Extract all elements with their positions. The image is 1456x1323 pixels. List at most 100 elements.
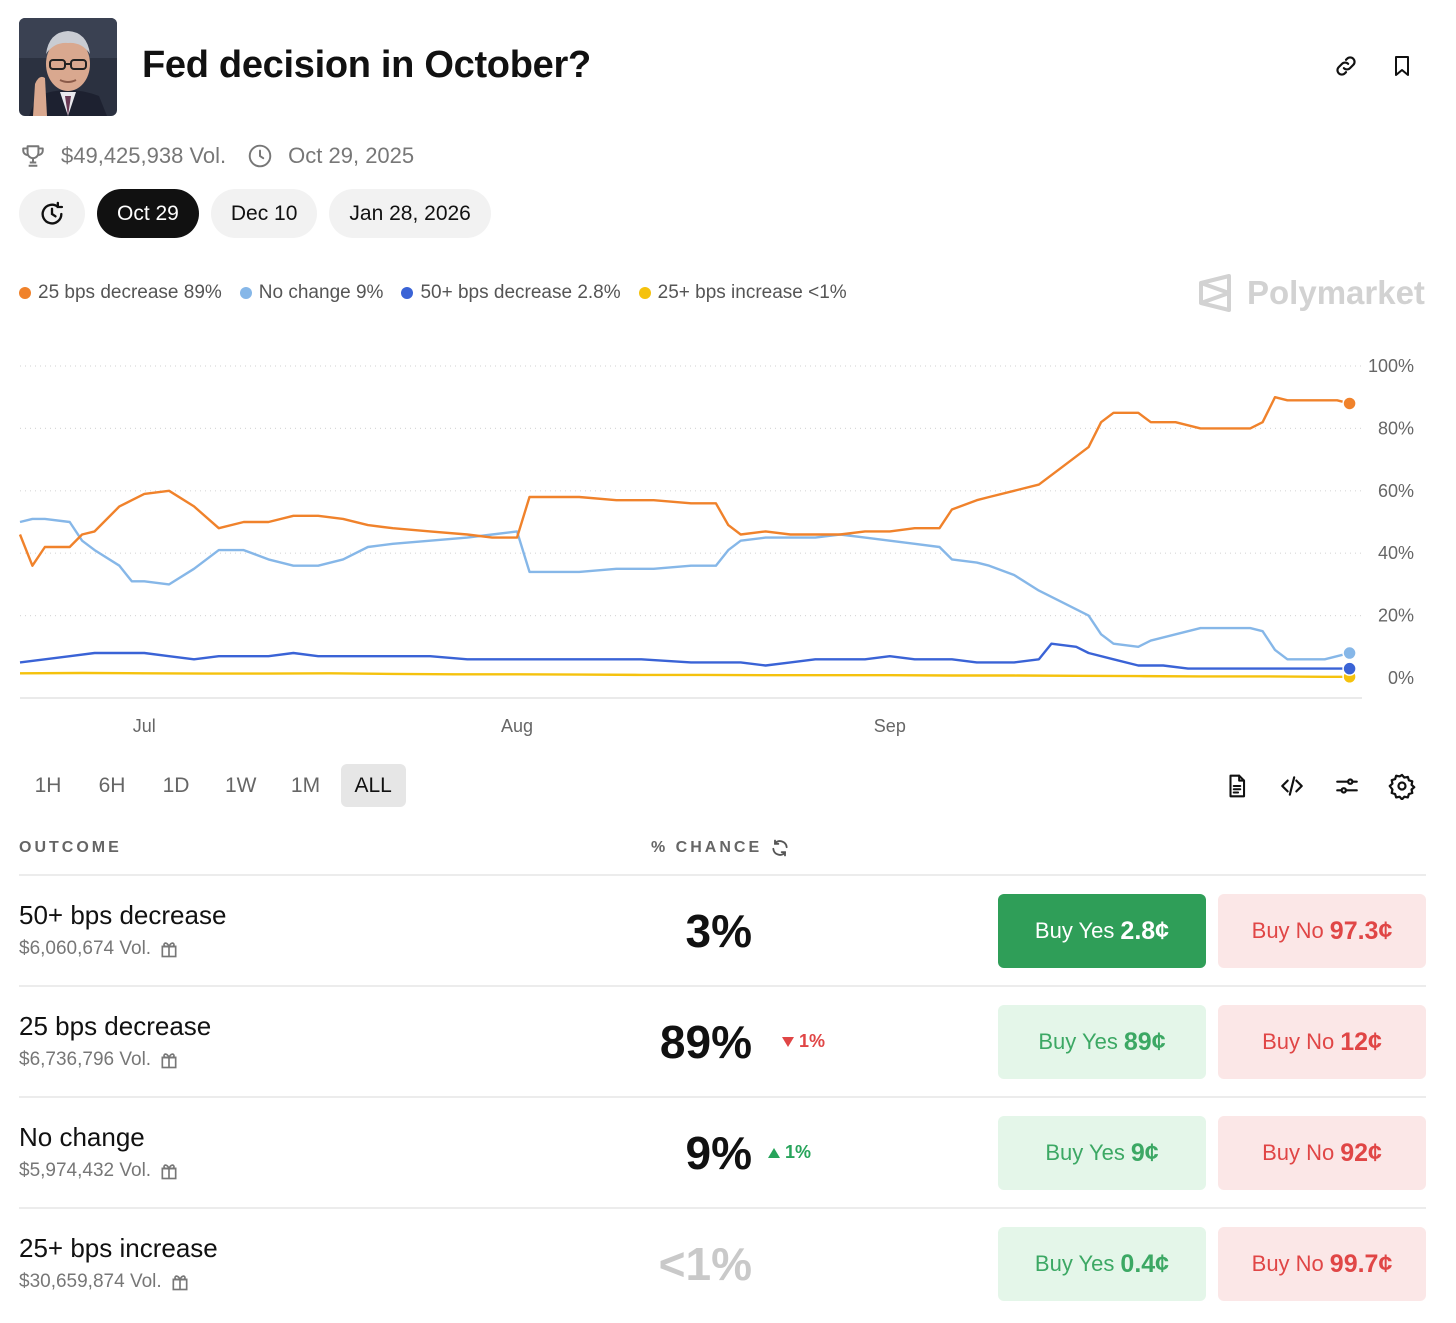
outcome-volume-text: $5,974,432 Vol. xyxy=(19,1160,152,1181)
y-tick-label: 20% xyxy=(1378,606,1414,626)
outcome-volume: $30,659,874 Vol. xyxy=(19,1271,190,1293)
tab-dec-10[interactable]: Dec 10 xyxy=(210,189,318,238)
range-1m[interactable]: 1M xyxy=(290,773,321,797)
date-tabs: Oct 29 Dec 10 Jan 28, 2026 xyxy=(19,189,491,238)
legend-label: 25 bps decrease 89% xyxy=(38,282,222,303)
range-1h[interactable]: 1H xyxy=(34,773,62,797)
buy-yes-label: Buy Yes xyxy=(1045,1140,1125,1165)
outcome-name: 50+ bps decrease xyxy=(19,900,227,930)
gift-icon xyxy=(170,1272,190,1292)
settings-gear-icon[interactable] xyxy=(1384,768,1420,804)
legend-dot xyxy=(239,287,252,299)
series-endpoint-no-change xyxy=(1342,645,1357,661)
buy-yes-price: 2.8¢ xyxy=(1120,916,1170,945)
buy-no-price: 92¢ xyxy=(1340,1138,1382,1167)
buy-yes-button[interactable]: Buy Yes 2.8¢ xyxy=(998,894,1206,968)
outcome-chance: 89% xyxy=(659,1016,752,1068)
history-icon xyxy=(41,201,64,225)
chart-series xyxy=(18,395,1357,685)
buy-no-price: 97.3¢ xyxy=(1329,916,1393,945)
outcome-row-25bps-decrease: 25 bps decrease $6,736,796 Vol. 89% 1% B… xyxy=(19,987,1426,1098)
link-icon[interactable] xyxy=(1330,50,1362,82)
outcome-row-no-change: No change $5,974,432 Vol. 9% 1% Buy Yes 9… xyxy=(19,1098,1426,1209)
col-outcome: OUTCOME xyxy=(19,839,122,856)
chance-delta: 1% xyxy=(785,1142,812,1162)
buy-yes-button[interactable]: Buy Yes 9¢ xyxy=(998,1116,1206,1190)
x-tick-label: Jul xyxy=(133,716,156,736)
outcome-name: 25 bps decrease xyxy=(19,1011,212,1041)
gift-icon xyxy=(159,1161,179,1181)
outcome-volume: $6,736,796 Vol. xyxy=(19,1049,179,1071)
buy-yes-button[interactable]: Buy Yes 89¢ xyxy=(998,1005,1206,1079)
y-tick-label: 60% xyxy=(1378,481,1414,501)
outcome-volume: $6,060,674 Vol. xyxy=(19,938,179,960)
time-range-tabs: 1H 6H 1D 1W 1M ALL xyxy=(19,764,406,807)
chance-change-up: 1% xyxy=(768,1142,811,1163)
sliders-icon[interactable] xyxy=(1329,768,1365,804)
watermark-text: Polymarket xyxy=(1247,274,1425,311)
chart-grid xyxy=(20,365,1365,699)
buy-no-button[interactable]: Buy No 12¢ xyxy=(1218,1005,1426,1079)
buy-yes-button[interactable]: Buy Yes 0.4¢ xyxy=(998,1227,1206,1301)
chance-change-down: 1% xyxy=(782,1031,825,1052)
range-1w[interactable]: 1W xyxy=(225,773,257,797)
buy-no-label: Buy No xyxy=(1251,918,1324,943)
buy-no-price: 12¢ xyxy=(1340,1027,1382,1056)
price-chart[interactable]: 100% 80% 60% 40% 20% 0% Jul Aug Sep xyxy=(0,330,1456,750)
tab-oct-29[interactable]: Oct 29 xyxy=(97,189,199,238)
buy-no-label: Buy No xyxy=(1251,1251,1324,1276)
series-line-25-bps-decrease xyxy=(18,395,1350,567)
outcome-volume: $5,974,432 Vol. xyxy=(19,1160,179,1182)
series-endpoint-25-bps-decrease xyxy=(1342,396,1357,411)
buy-yes-label: Buy Yes xyxy=(1038,1029,1118,1054)
outcome-chance: 3% xyxy=(685,905,752,957)
range-all[interactable]: ALL xyxy=(340,764,406,807)
outcome-row-50bps-decrease: 50+ bps decrease $6,060,674 Vol. 3% Buy … xyxy=(19,876,1426,987)
outcome-row-25bps-increase: 25+ bps increase $30,659,874 Vol. <1% Bu… xyxy=(19,1209,1426,1320)
document-icon[interactable] xyxy=(1219,768,1255,804)
outcome-chance: 9% xyxy=(685,1127,752,1179)
col-chance: % CHANCE xyxy=(651,839,763,856)
series-endpoint-50-bps-decrease xyxy=(1342,661,1357,676)
buy-no-button[interactable]: Buy No 99.7¢ xyxy=(1218,1227,1426,1301)
legend-label: 50+ bps decrease 2.8% xyxy=(420,282,621,303)
series-line-50-bps-decrease xyxy=(19,642,1350,670)
outcome-name: No change xyxy=(19,1122,145,1152)
outcome-chance: <1% xyxy=(658,1238,752,1290)
polymarket-watermark: Polymarket xyxy=(1197,273,1425,313)
embed-code-icon[interactable] xyxy=(1274,768,1310,804)
legend-25bps-decrease: 25 bps decrease 89% xyxy=(19,282,222,304)
buy-yes-price: 89¢ xyxy=(1123,1027,1166,1056)
trophy-icon xyxy=(19,142,47,170)
chart-legend: 25 bps decrease 89% No change 9% 50+ bps… xyxy=(19,282,847,304)
buy-yes-label: Buy Yes xyxy=(1034,1251,1115,1276)
y-tick-label: 0% xyxy=(1388,668,1414,688)
buy-no-button[interactable]: Buy No 97.3¢ xyxy=(1218,894,1426,968)
x-tick-label: Aug xyxy=(501,716,533,736)
legend-dot xyxy=(401,287,414,299)
buy-no-price: 99.7¢ xyxy=(1329,1249,1393,1278)
outcome-volume-text: $6,060,674 Vol. xyxy=(19,938,152,959)
x-axis: Jul Aug Sep xyxy=(133,716,906,736)
x-tick-label: Sep xyxy=(874,716,906,736)
refresh-icon[interactable] xyxy=(770,838,790,863)
outcomes-table-header: OUTCOME % CHANCE xyxy=(19,836,1426,876)
page-title: Fed decision in October? xyxy=(142,44,591,86)
tab-jan-28-2026[interactable]: Jan 28, 2026 xyxy=(329,189,491,238)
gift-icon xyxy=(159,939,179,959)
triangle-down-icon xyxy=(782,1036,794,1047)
bookmark-icon[interactable] xyxy=(1386,50,1418,82)
end-date: Oct 29, 2025 xyxy=(288,143,415,168)
range-1d[interactable]: 1D xyxy=(162,773,190,797)
series-line-25-bps-increase xyxy=(19,671,1350,678)
buy-yes-label: Buy Yes xyxy=(1034,918,1115,943)
buy-no-label: Buy No xyxy=(1262,1029,1335,1054)
legend-no-change: No change 9% xyxy=(239,282,383,304)
buy-yes-price: 9¢ xyxy=(1130,1138,1159,1167)
buy-no-button[interactable]: Buy No 92¢ xyxy=(1218,1116,1426,1190)
range-6h[interactable]: 6H xyxy=(98,773,126,797)
chance-delta: 1% xyxy=(799,1031,826,1051)
y-tick-label: 100% xyxy=(1368,356,1414,376)
legend-label: 25+ bps increase <1% xyxy=(657,282,847,303)
history-button[interactable] xyxy=(19,189,85,238)
